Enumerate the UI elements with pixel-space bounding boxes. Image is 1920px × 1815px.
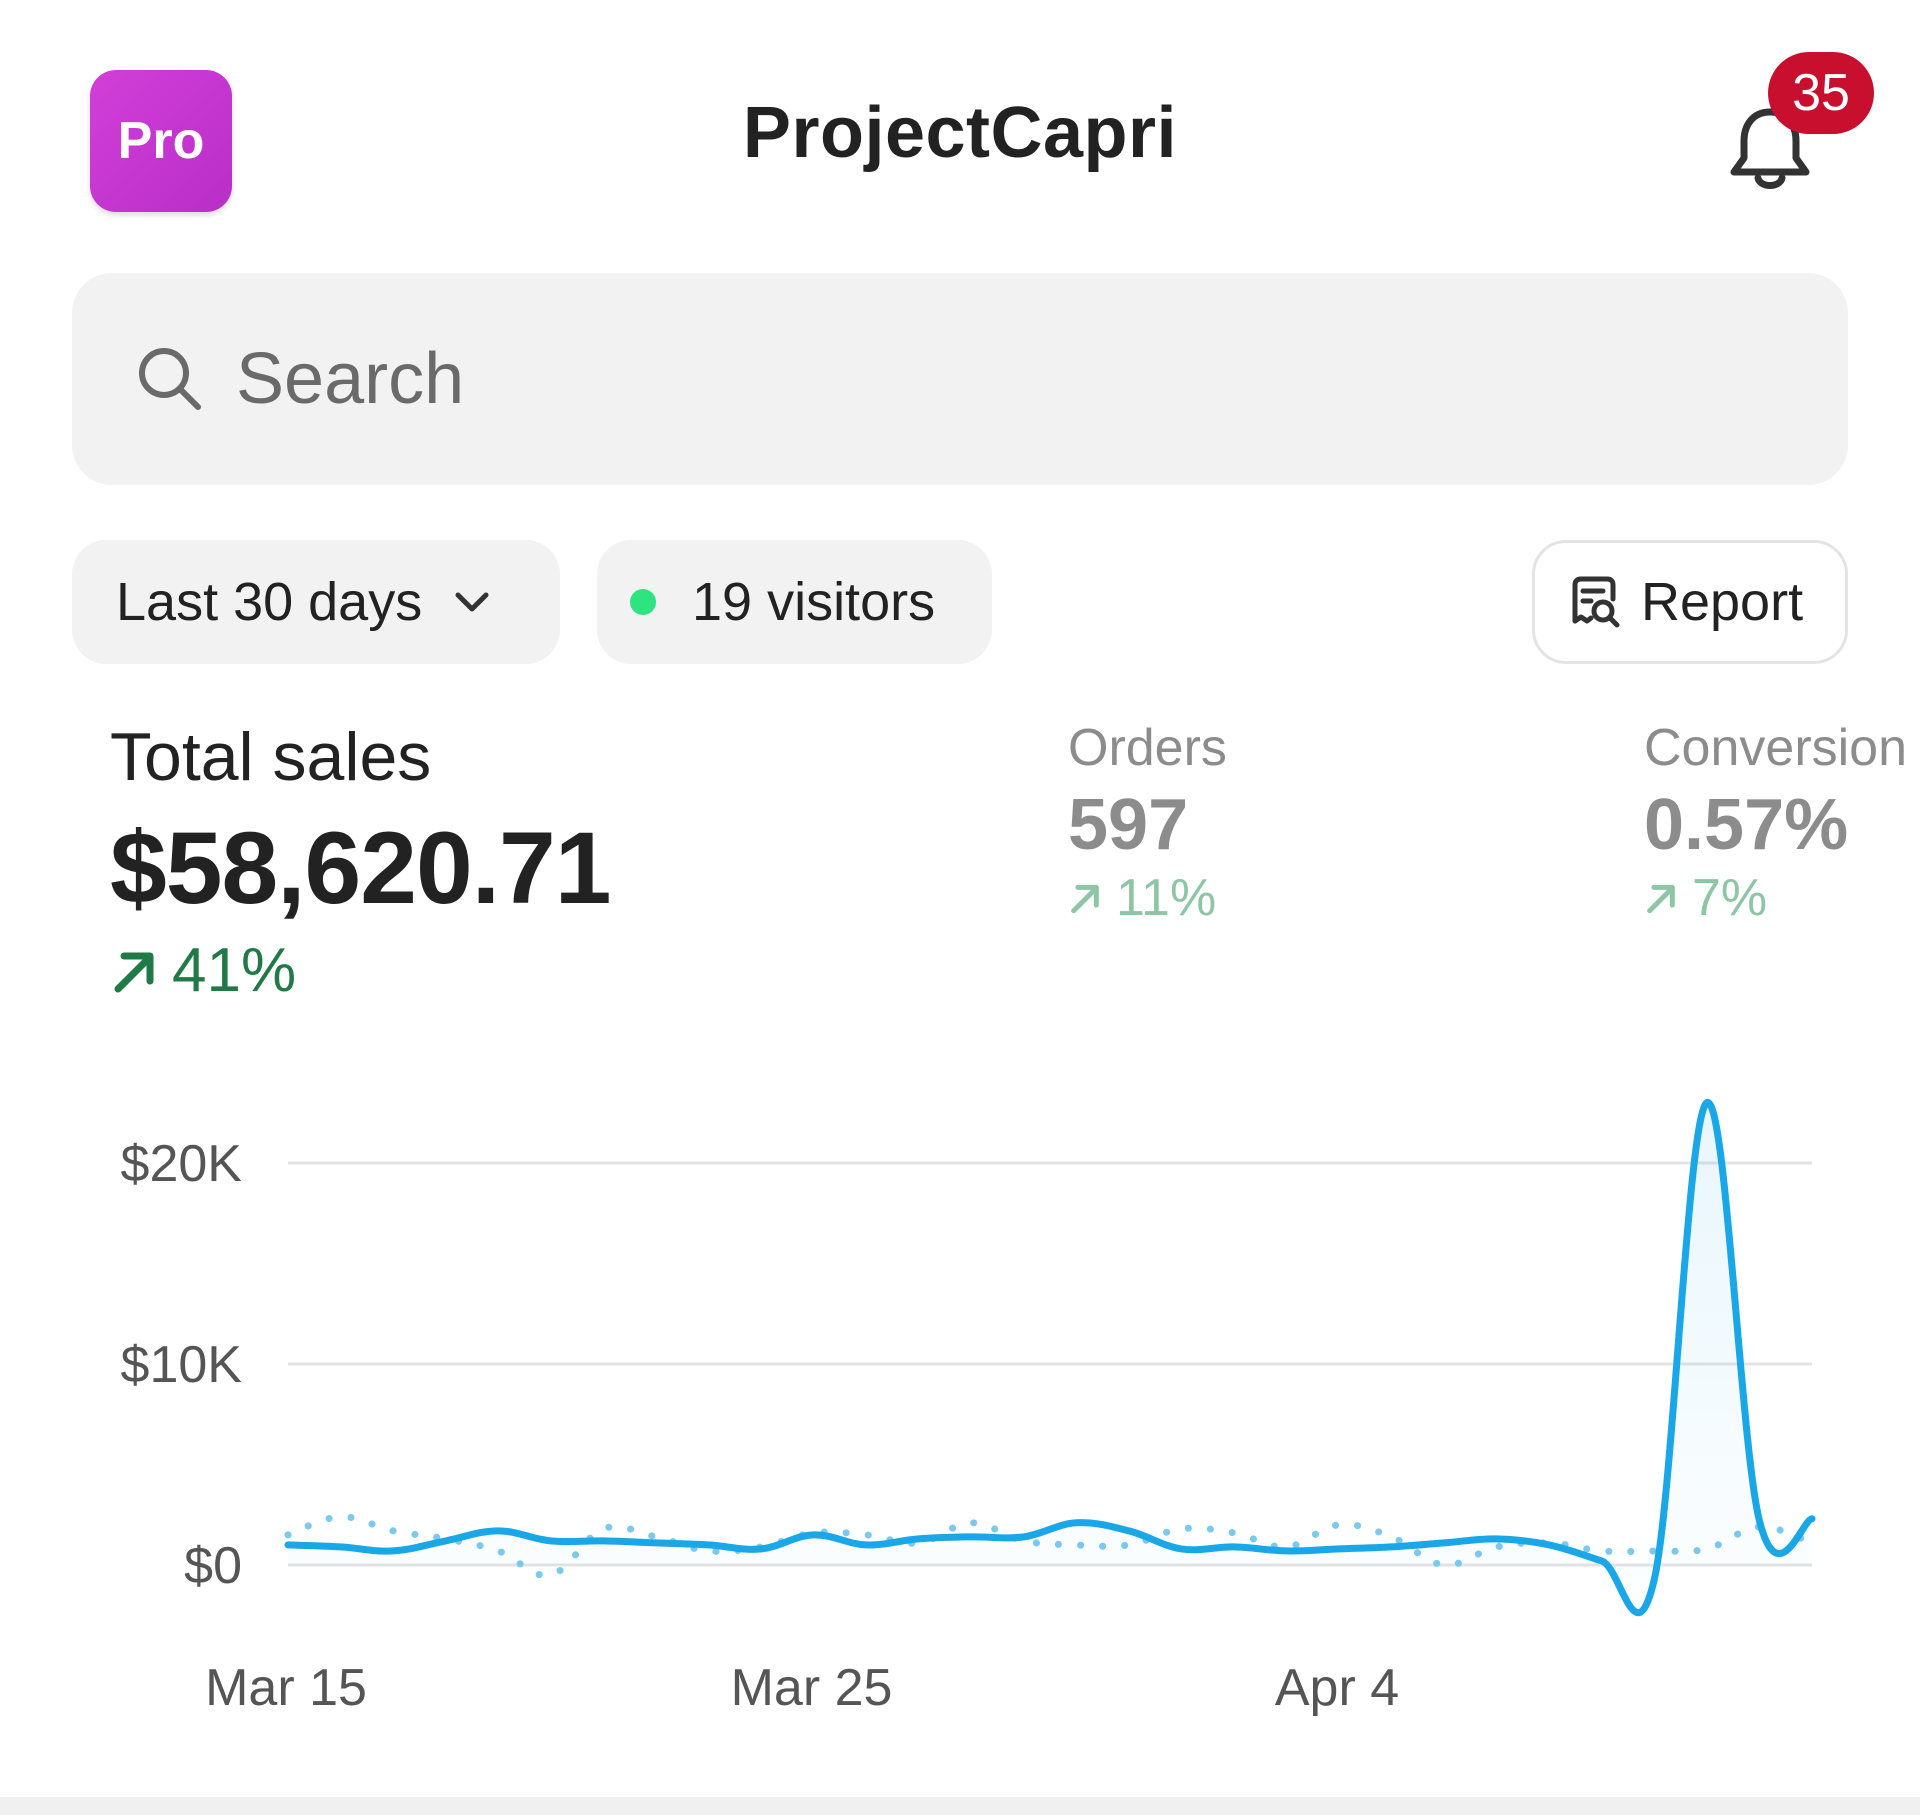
orders-change: 11% <box>1068 868 1227 928</box>
conversion-metric[interactable]: Conversion 0.57% 7% <box>1644 718 1920 928</box>
pro-badge[interactable]: Pro <box>90 70 232 212</box>
conversion-value: 0.57% <box>1644 785 1849 865</box>
comparison-series-line <box>284 1513 1816 1579</box>
arrow-up-right-icon <box>1071 884 1099 914</box>
total-sales-label: Total sales <box>110 719 432 795</box>
pro-badge-label: Pro <box>117 112 205 170</box>
live-visitors-chip[interactable]: 19 visitors <box>597 540 992 664</box>
online-dot-icon <box>630 589 656 615</box>
arrow-up-right-icon <box>114 952 154 992</box>
report-label: Report <box>1641 572 1804 632</box>
visitors-label: 19 visitors <box>692 572 936 632</box>
total-sales-change: 41% <box>110 935 611 1006</box>
conversion-label: Conversion <box>1644 719 1908 777</box>
search-icon <box>139 348 201 410</box>
orders-metric[interactable]: Orders 597 11% <box>1068 718 1227 928</box>
search-bar[interactable] <box>72 273 1848 485</box>
period-label: Last 30 days <box>116 572 423 632</box>
chevron-down-icon <box>455 592 489 612</box>
bottom-divider <box>0 1797 1920 1815</box>
notification-count-badge: 35 <box>1768 52 1874 134</box>
arrow-up-right-icon <box>1647 884 1675 914</box>
y-tick-label: $10K <box>121 1336 243 1394</box>
total-sales-value: $58,620.71 <box>110 811 611 925</box>
sales-chart[interactable]: $20K $10K $0 Mar 15 Mar 25 Apr 4 <box>0 1060 1920 1760</box>
search-input[interactable] <box>236 338 1736 420</box>
sales-series-line <box>284 1099 1816 1616</box>
page-title: ProjectCapri <box>742 93 1178 173</box>
report-icon <box>1572 576 1620 628</box>
y-tick-label: $20K <box>121 1135 243 1193</box>
orders-label: Orders <box>1068 719 1227 777</box>
x-tick-label: Mar 25 <box>731 1659 893 1717</box>
report-button[interactable]: Report <box>1532 540 1848 664</box>
total-sales-metric[interactable]: Total sales $58,620.71 41% <box>110 718 611 1006</box>
conversion-change: 7% <box>1644 868 1920 928</box>
orders-value: 597 <box>1068 785 1189 865</box>
period-selector[interactable]: Last 30 days <box>72 540 560 664</box>
y-tick-label: $0 <box>184 1537 242 1595</box>
x-tick-label: Apr 4 <box>1275 1659 1399 1717</box>
x-tick-label: Mar 15 <box>205 1659 367 1717</box>
